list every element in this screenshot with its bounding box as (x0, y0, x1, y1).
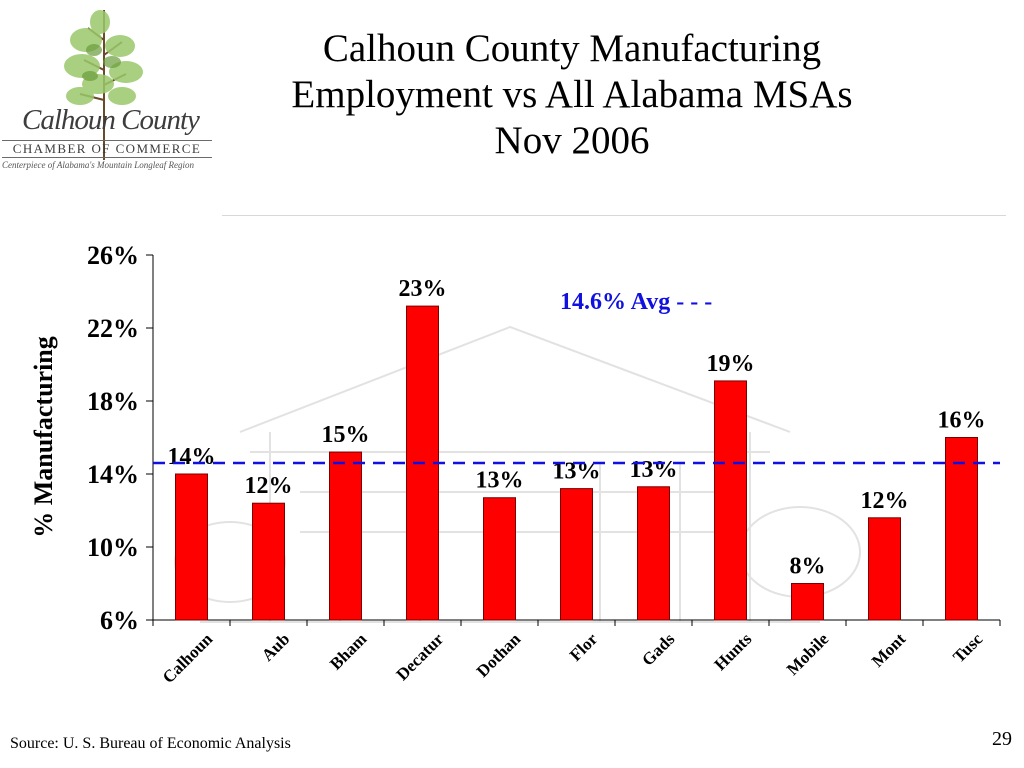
slide-title: Calhoun County Manufacturing Employment … (200, 26, 944, 164)
bar (637, 486, 670, 621)
bar (791, 583, 824, 621)
bar (483, 497, 516, 621)
title-line-2: Employment vs All Alabama MSAs (291, 73, 853, 116)
chamber-logo: Calhoun County CHAMBER OF COMMERCE Cente… (0, 0, 222, 190)
bar (175, 473, 208, 621)
x-tick-label: Aub (258, 629, 293, 664)
data-label: 8% (790, 554, 826, 580)
data-label: 19% (707, 351, 755, 377)
bar (560, 488, 593, 621)
y-tick-label: 22% (87, 314, 139, 343)
title-divider (222, 215, 1006, 216)
pine-tree-icon (64, 10, 143, 160)
data-label: 12% (861, 488, 909, 514)
chart-bars (175, 305, 978, 621)
page-number: 29 (992, 728, 1012, 750)
data-label: 12% (245, 473, 293, 499)
logo-name-text: Calhoun County (22, 104, 200, 136)
x-tick-label: Hunts (710, 629, 755, 674)
y-tick-label: 14% (87, 460, 139, 489)
data-label: 13% (630, 457, 678, 483)
title-line-3: Nov 2006 (494, 119, 650, 162)
bar (868, 517, 901, 621)
title-line-1: Calhoun County Manufacturing (322, 27, 822, 70)
y-tick-label: 18% (87, 387, 139, 416)
bar (252, 502, 285, 621)
data-label: 14% (168, 444, 216, 470)
bar (329, 451, 362, 621)
y-tick-label: 6% (100, 606, 139, 635)
bar-chart: 6%10%14%18%22%26% 14%12%15%23%13% 13% 13%1… (29, 241, 1001, 687)
chart-data-labels: 14%12%15%23%13% 13% 13%19%8%12%16% (168, 276, 986, 579)
x-tick-label: Tusc (949, 629, 986, 666)
data-label: 13% (476, 468, 524, 494)
data-label: 23% (399, 276, 447, 302)
source-note: Source: U. S. Bureau of Economic Analysi… (10, 735, 291, 752)
x-tick-label: Gads (638, 629, 678, 669)
y-tick-label: 10% (87, 533, 139, 562)
x-tick-label: Decatur (393, 629, 448, 684)
x-tick-label: Mobile (783, 629, 833, 679)
chart-x-labels: Calhoun Aub Bham Decatur Dothan Flor Gads Hunts… (159, 629, 987, 687)
y-tick-label: 26% (87, 241, 139, 270)
logo-org-text: CHAMBER OF COMMERCE (2, 140, 212, 158)
bar (714, 380, 747, 621)
data-label: 15% (322, 422, 370, 448)
y-axis-label: % Manufacturing (29, 336, 58, 538)
data-label: 16% (938, 408, 986, 434)
average-label: 14.6% Avg - - - (560, 289, 712, 315)
bar (945, 437, 978, 621)
x-tick-label: Mont (868, 629, 910, 671)
logo-tagline-text: Centerpiece of Alabama's Mountain Longle… (2, 160, 194, 170)
x-tick-label: Bham (326, 629, 370, 673)
x-tick-label: Flor (566, 629, 602, 665)
y-ticks: 6% 10% 14% 18% 22% 26% (87, 241, 1001, 635)
x-tick-label: Calhoun (159, 629, 217, 687)
x-tick-label: Dothan (473, 629, 525, 681)
